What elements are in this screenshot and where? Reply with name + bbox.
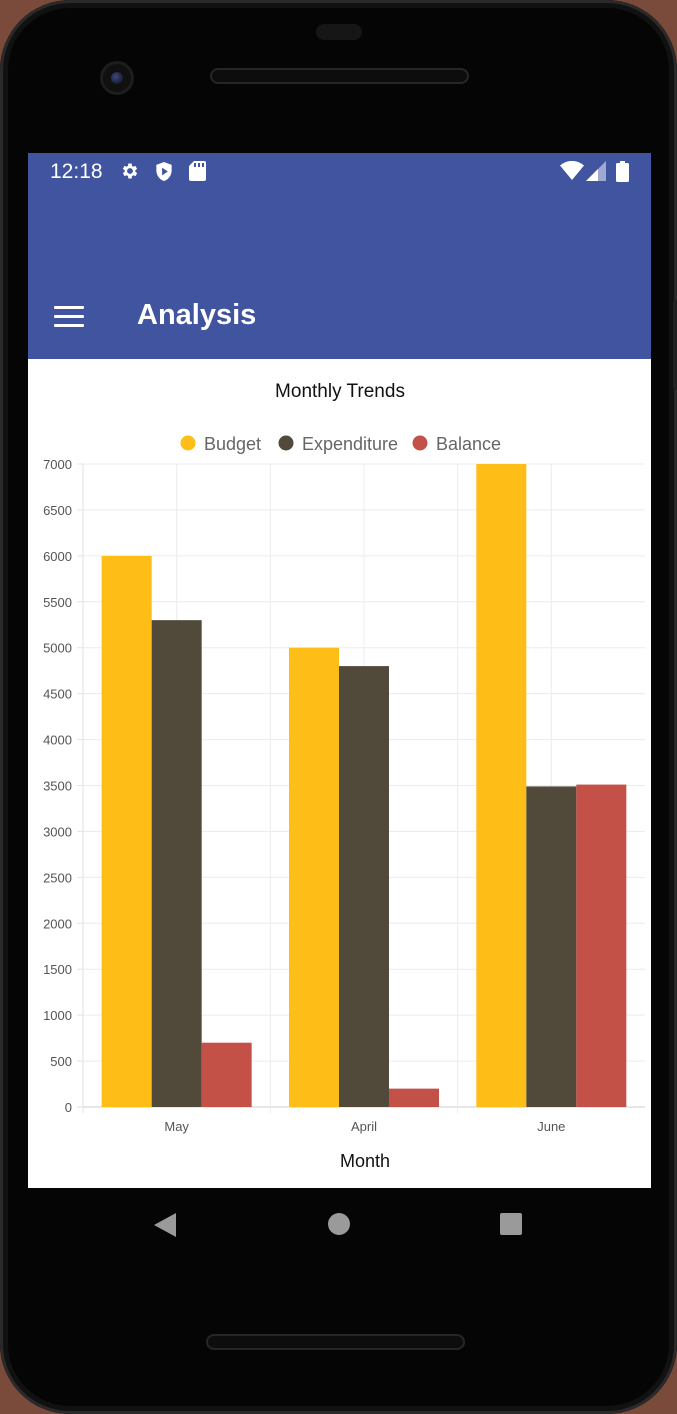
legend-swatch xyxy=(180,435,196,451)
status-bar: 12:18 xyxy=(28,153,651,191)
page-title: Analysis xyxy=(137,299,257,331)
gear-icon xyxy=(122,163,138,179)
battery-icon xyxy=(616,161,629,182)
y-tick-label: 0 xyxy=(65,1100,72,1115)
x-tick-label: June xyxy=(537,1119,565,1134)
chart-legend: Budget Expenditure Balance xyxy=(180,434,502,454)
y-axis: 0 500 1000 1500 2000 2500 3000 3500 4000 4500 5000… xyxy=(43,457,84,1115)
legend-label: Budget xyxy=(204,434,261,454)
bar-budget[interactable] xyxy=(476,464,527,1107)
cell-signal-icon xyxy=(586,161,606,181)
home-icon[interactable] xyxy=(328,1213,350,1235)
volume-button xyxy=(673,300,677,390)
bar-balance[interactable] xyxy=(576,784,627,1107)
app-bar: Analysis xyxy=(28,191,651,359)
bar-expenditure[interactable] xyxy=(151,620,202,1107)
y-tick-label: 2500 xyxy=(43,870,72,885)
screen: 12:18 xyxy=(28,153,651,1188)
y-tick-label: 7000 xyxy=(43,457,72,472)
x-axis: May April June xyxy=(164,1119,565,1134)
sensor-slot xyxy=(316,24,362,40)
chart-bars xyxy=(101,464,627,1107)
x-tick-label: April xyxy=(351,1119,377,1134)
legend-item[interactable]: Expenditure xyxy=(278,434,399,454)
bottom-speaker xyxy=(206,1334,465,1350)
y-tick-label: 2000 xyxy=(43,916,72,931)
legend-label: Expenditure xyxy=(302,434,398,454)
front-camera xyxy=(103,64,131,92)
y-tick-label: 3000 xyxy=(43,824,72,839)
sd-card-icon xyxy=(189,161,206,181)
y-tick-label: 1500 xyxy=(43,962,72,977)
bar-expenditure[interactable] xyxy=(339,666,389,1107)
bar-chart: Monthly Trends Budget Expenditure Balance … xyxy=(43,381,645,1171)
x-tick-label: May xyxy=(164,1119,189,1134)
bar-budget[interactable] xyxy=(101,555,152,1107)
bar-balance[interactable] xyxy=(201,1042,252,1107)
y-tick-label: 3500 xyxy=(43,779,72,794)
legend-label: Balance xyxy=(436,434,501,454)
status-time: 12:18 xyxy=(50,160,103,183)
back-icon[interactable] xyxy=(154,1213,178,1237)
y-tick-label: 1000 xyxy=(43,1008,72,1023)
shield-icon xyxy=(156,161,172,182)
wifi-icon xyxy=(560,161,584,180)
menu-icon[interactable] xyxy=(54,304,86,330)
earpiece-speaker xyxy=(210,68,469,84)
x-axis-label: Month xyxy=(340,1151,390,1171)
y-tick-label: 5000 xyxy=(43,641,72,656)
bar-balance[interactable] xyxy=(389,1088,439,1107)
legend-swatch xyxy=(412,435,428,451)
recents-icon[interactable] xyxy=(500,1213,522,1235)
y-tick-label: 4500 xyxy=(43,687,72,702)
y-tick-label: 6500 xyxy=(43,503,72,518)
navigation-bar xyxy=(28,1188,651,1260)
y-tick-label: 5500 xyxy=(43,595,72,610)
chart-title: Monthly Trends xyxy=(275,381,405,402)
legend-swatch xyxy=(278,435,294,451)
y-tick-label: 4000 xyxy=(43,733,72,748)
legend-item[interactable]: Balance xyxy=(412,434,502,454)
bar-expenditure[interactable] xyxy=(526,786,577,1107)
y-tick-label: 6000 xyxy=(43,549,72,564)
bar-budget[interactable] xyxy=(289,647,339,1107)
y-tick-label: 500 xyxy=(50,1054,72,1069)
legend-item[interactable]: Budget xyxy=(180,434,262,454)
chart-container: Monthly Trends Budget Expenditure Balance … xyxy=(28,359,651,1188)
